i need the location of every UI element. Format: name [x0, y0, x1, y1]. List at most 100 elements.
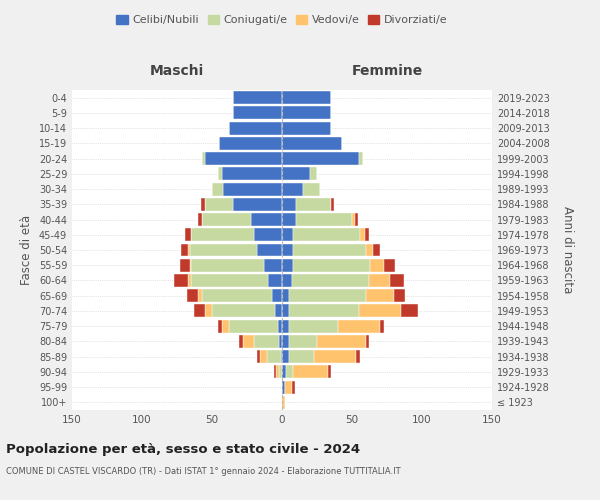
Bar	[289, 320, 338, 332]
Bar	[359, 152, 363, 165]
Bar	[282, 137, 342, 150]
Bar	[254, 335, 279, 348]
Bar	[266, 350, 281, 363]
Bar	[233, 106, 282, 120]
Bar	[365, 228, 369, 241]
Bar	[361, 228, 365, 241]
Text: COMUNE DI CASTEL VISCARDO (TR) - Dati ISTAT 1° gennaio 2024 - Elaborazione TUTTI: COMUNE DI CASTEL VISCARDO (TR) - Dati IS…	[6, 468, 401, 476]
Bar	[356, 350, 361, 363]
Bar	[296, 213, 352, 226]
Bar	[188, 244, 190, 256]
Bar	[380, 320, 384, 332]
Bar	[289, 335, 317, 348]
Bar	[279, 335, 282, 348]
Bar	[359, 304, 401, 318]
Bar	[251, 213, 282, 226]
Bar	[282, 198, 296, 211]
Bar	[282, 289, 289, 302]
Bar	[205, 152, 282, 165]
Bar	[282, 335, 289, 348]
Bar	[355, 213, 358, 226]
Bar	[223, 182, 282, 196]
Bar	[281, 350, 282, 363]
Bar	[293, 244, 366, 256]
Bar	[282, 168, 310, 180]
Bar	[282, 244, 293, 256]
Bar	[239, 335, 243, 348]
Bar	[274, 366, 277, 378]
Bar	[285, 380, 292, 394]
Bar	[229, 122, 282, 134]
Bar	[314, 350, 356, 363]
Bar	[185, 228, 191, 241]
Bar	[282, 182, 303, 196]
Bar	[229, 320, 278, 332]
Bar	[310, 168, 317, 180]
Bar	[289, 289, 366, 302]
Bar	[212, 304, 275, 318]
Bar	[328, 366, 331, 378]
Bar	[366, 244, 373, 256]
Text: Femmine: Femmine	[352, 64, 422, 78]
Bar	[222, 168, 282, 180]
Y-axis label: Anni di nascita: Anni di nascita	[561, 206, 574, 294]
Y-axis label: Fasce di età: Fasce di età	[20, 215, 33, 285]
Bar	[218, 320, 222, 332]
Bar	[219, 137, 282, 150]
Bar	[282, 106, 331, 120]
Bar	[174, 274, 188, 287]
Bar	[373, 244, 380, 256]
Bar	[218, 168, 222, 180]
Bar	[293, 228, 361, 241]
Bar	[282, 152, 359, 165]
Bar	[303, 182, 320, 196]
Bar	[289, 350, 314, 363]
Bar	[282, 320, 289, 332]
Bar	[202, 152, 205, 165]
Bar	[190, 244, 257, 256]
Bar	[198, 289, 202, 302]
Bar	[191, 259, 264, 272]
Bar	[282, 380, 285, 394]
Bar	[257, 350, 260, 363]
Bar	[286, 366, 293, 378]
Bar	[277, 366, 279, 378]
Bar	[191, 274, 268, 287]
Bar	[352, 213, 355, 226]
Bar	[194, 304, 205, 318]
Bar	[293, 366, 328, 378]
Bar	[233, 198, 282, 211]
Bar	[293, 259, 370, 272]
Bar	[202, 213, 251, 226]
Bar	[369, 274, 390, 287]
Legend: Celibi/Nubili, Coniugati/e, Vedovi/e, Divorziati/e: Celibi/Nubili, Coniugati/e, Vedovi/e, Di…	[112, 10, 452, 30]
Bar	[282, 366, 286, 378]
Bar	[188, 274, 191, 287]
Bar	[370, 259, 384, 272]
Bar	[282, 396, 285, 409]
Text: Popolazione per età, sesso e stato civile - 2024: Popolazione per età, sesso e stato civil…	[6, 442, 360, 456]
Bar	[282, 122, 331, 134]
Bar	[282, 350, 289, 363]
Bar	[401, 304, 418, 318]
Bar	[317, 335, 366, 348]
Bar	[222, 320, 229, 332]
Bar	[264, 259, 282, 272]
Text: Maschi: Maschi	[150, 64, 204, 78]
Bar	[282, 213, 296, 226]
Bar	[243, 335, 254, 348]
Bar	[384, 259, 395, 272]
Bar	[272, 289, 282, 302]
Bar	[260, 350, 266, 363]
Bar	[205, 198, 233, 211]
Bar	[233, 91, 282, 104]
Bar	[366, 289, 394, 302]
Bar	[282, 91, 331, 104]
Bar	[394, 289, 405, 302]
Bar	[282, 259, 293, 272]
Bar	[296, 198, 331, 211]
Bar	[278, 320, 282, 332]
Bar	[201, 198, 205, 211]
Bar	[338, 320, 380, 332]
Bar	[205, 304, 212, 318]
